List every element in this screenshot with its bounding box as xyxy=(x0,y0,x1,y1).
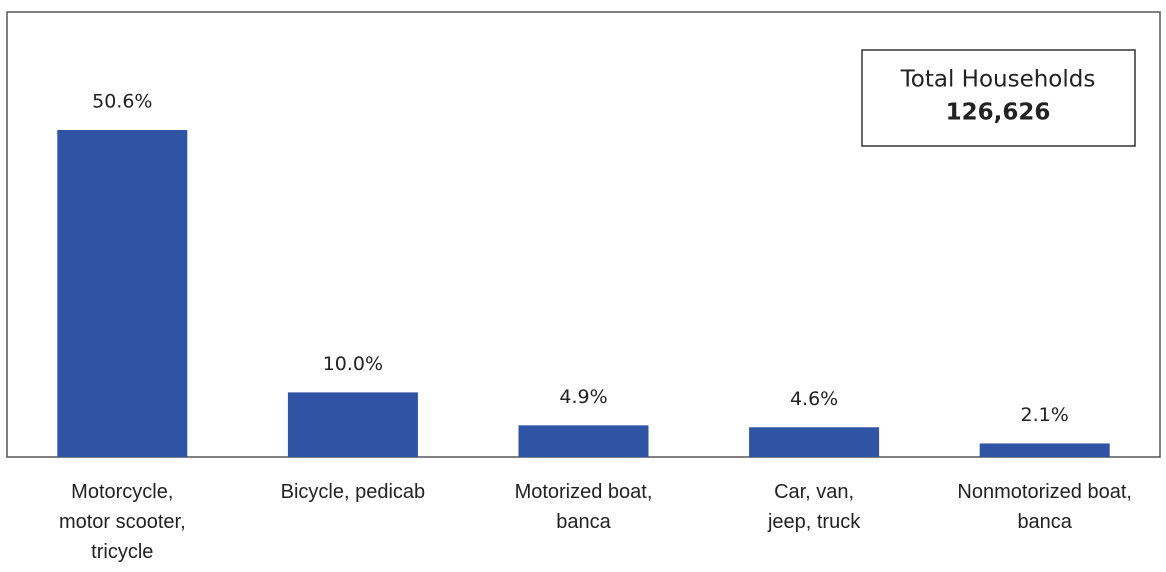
value-label: 10.0% xyxy=(323,353,383,375)
x-tick-label: Bicycle, pedicab xyxy=(281,481,426,503)
bar xyxy=(979,443,1110,457)
x-tick-label: Motorcycle, motor scooter, tricycle xyxy=(59,481,186,563)
bar xyxy=(749,427,880,457)
value-label: 4.6% xyxy=(790,388,838,410)
annotation-title: Total Households xyxy=(900,67,1096,93)
value-label: 2.1% xyxy=(1021,404,1069,426)
x-tick-label: Car, van, jeep, truck xyxy=(767,481,861,533)
x-tick-label: Motorized boat, banca xyxy=(515,481,653,533)
annotation-value: 126,626 xyxy=(946,100,1051,126)
bar xyxy=(57,130,188,457)
x-tick-label: Nonmotorized boat, banca xyxy=(957,481,1132,533)
value-label: 4.9% xyxy=(559,386,607,408)
bar xyxy=(287,392,418,457)
annotation-box xyxy=(861,49,1136,147)
value-label: 50.6% xyxy=(92,91,152,113)
bar xyxy=(518,425,649,457)
